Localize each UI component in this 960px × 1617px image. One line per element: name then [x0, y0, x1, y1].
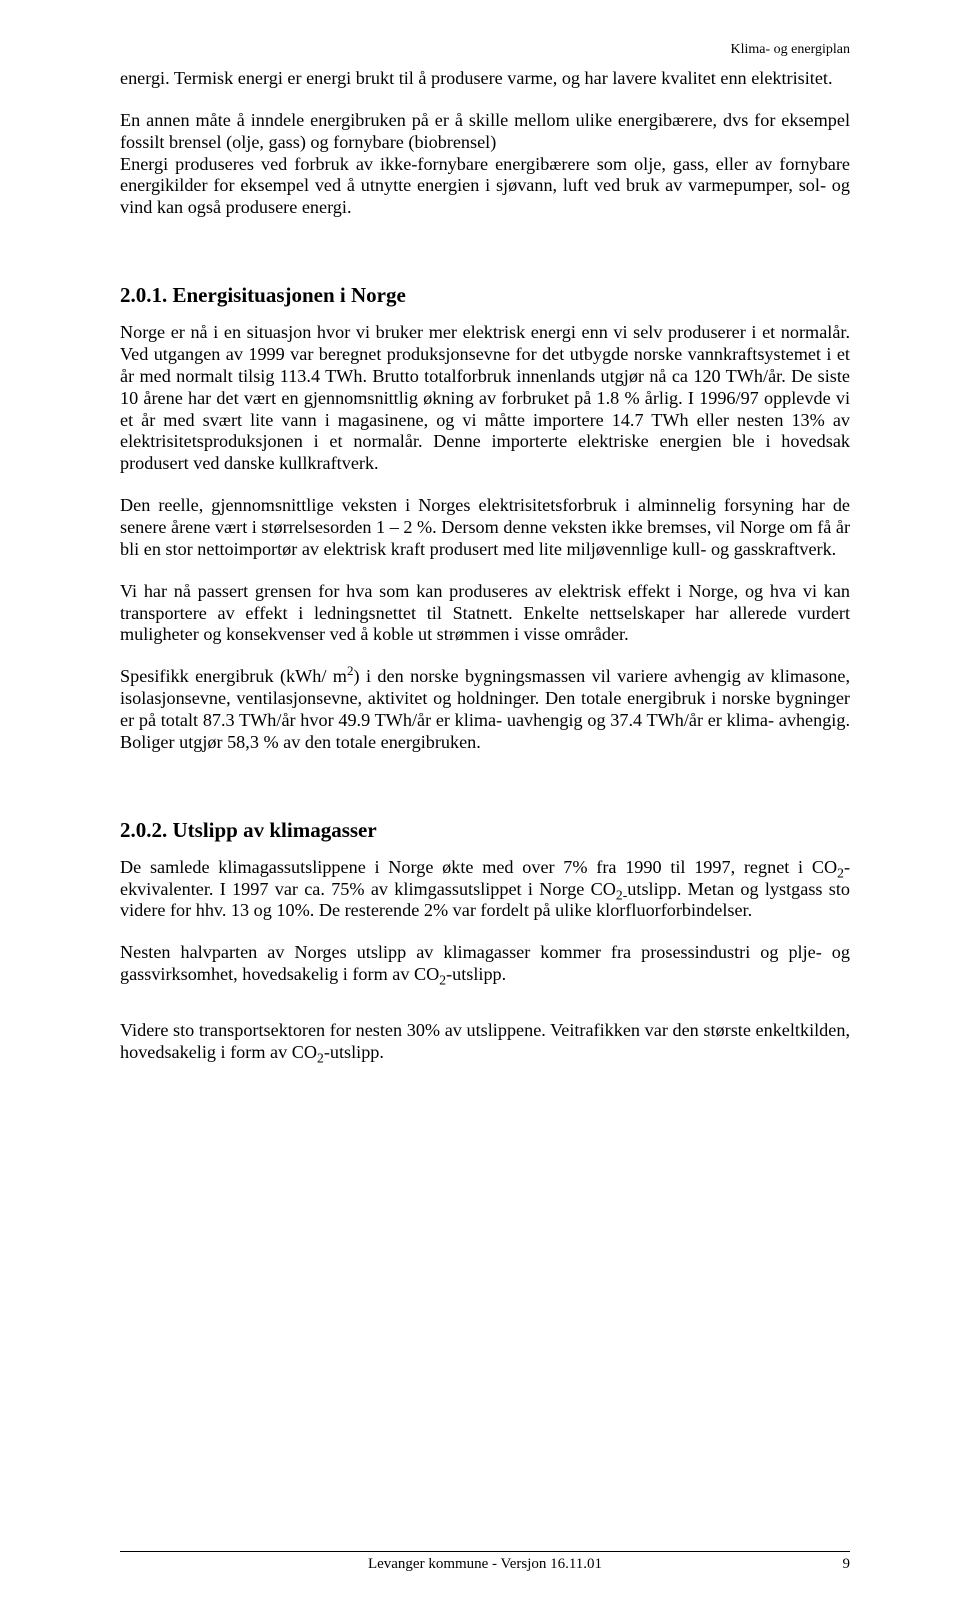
subscript-2: 2	[317, 1050, 324, 1065]
section-title-energisituasjonen: 2.0.1. Energisituasjonen i Norge	[120, 283, 850, 308]
document-body: energi. Termisk energi er energi brukt t…	[120, 68, 850, 1064]
section1-paragraph-2: Den reelle, gjennomsnittlige veksten i N…	[120, 495, 850, 561]
footer-center-text: Levanger kommune - Versjon 16.11.01	[120, 1556, 850, 1573]
section1-paragraph-3: Vi har nå passert grensen for hva som ka…	[120, 581, 850, 647]
section-title-utslipp: 2.0.2. Utslipp av klimagasser	[120, 818, 850, 843]
section2-paragraph-3: Videre sto transportsektoren for nesten …	[120, 1020, 850, 1064]
text-fragment: Spesifikk energibruk (kWh/ m	[120, 666, 347, 686]
section2-paragraph-2: Nesten halvparten av Norges utslipp av k…	[120, 942, 850, 986]
section1-paragraph-1: Norge er nå i en situasjon hvor vi bruke…	[120, 322, 850, 475]
section1-paragraph-4: Spesifikk energibruk (kWh/ m2) i den nor…	[120, 666, 850, 753]
intro-paragraph-1: energi. Termisk energi er energi brukt t…	[120, 68, 850, 90]
text-fragment: De samlede klimagassutslippene i Norge ø…	[120, 857, 837, 877]
text-fragment: Videre sto transportsektoren for nesten …	[120, 1020, 850, 1062]
text-fragment: -utslipp.	[324, 1042, 384, 1062]
running-header: Klima- og energiplan	[731, 42, 851, 58]
page-footer: Levanger kommune - Versjon 16.11.01 9	[120, 1527, 850, 1573]
intro-paragraph-3: Energi produseres ved forbruk av ikke-fo…	[120, 154, 850, 220]
section2-paragraph-1: De samlede klimagassutslippene i Norge ø…	[120, 857, 850, 923]
text-fragment: -utslipp.	[446, 964, 506, 984]
intro-paragraph-2: En annen måte å inndele energibruken på …	[120, 110, 850, 154]
